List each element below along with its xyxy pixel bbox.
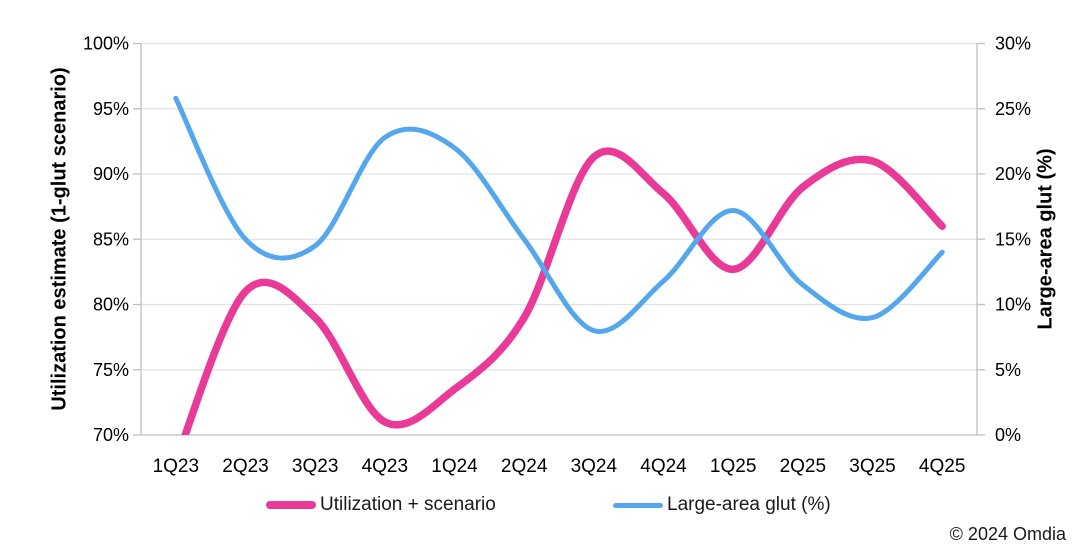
- x-axis-label: 3Q23: [292, 456, 338, 477]
- left-axis-tick-label: 80%: [93, 295, 129, 315]
- right-axis-title: Large-area glut (%): [1034, 148, 1057, 330]
- left-axis-tick-label: 100%: [83, 34, 129, 54]
- x-axis-label: 1Q25: [710, 456, 756, 477]
- utilization-series-line: [181, 147, 946, 435]
- left-axis-tick-label: 95%: [93, 99, 129, 119]
- x-axis-label: 4Q23: [362, 456, 408, 477]
- glut-series-line: [173, 95, 945, 334]
- x-axis-label: 2Q24: [501, 456, 548, 477]
- left-axis-tick-label: 85%: [93, 229, 129, 249]
- right-axis-tick-label: 20%: [995, 164, 1031, 184]
- x-axis-label: 2Q25: [780, 456, 826, 477]
- left-axis-title: Utilization estimate (1-glut scenario): [48, 67, 71, 411]
- utilization-legend-marker-line: [266, 501, 316, 509]
- x-axis-label: 4Q24: [640, 456, 687, 477]
- x-axis-label: 3Q25: [849, 456, 895, 477]
- x-axis-label: 3Q24: [571, 456, 618, 477]
- right-axis-tick-label: 15%: [995, 229, 1031, 249]
- glut-legend-marker-line: [613, 502, 663, 508]
- legend-item-glut: Large-area glut (%): [613, 493, 831, 517]
- x-axis-label: 2Q23: [222, 456, 268, 477]
- x-axis-label: 1Q23: [153, 456, 199, 477]
- right-axis-tick-label: 25%: [995, 99, 1031, 119]
- glut-legend-label: Large-area glut (%): [667, 494, 831, 515]
- right-axis-tick-label: 0%: [995, 425, 1021, 445]
- utilization-legend-label: Utilization + scenario: [320, 494, 496, 515]
- x-axis-label: 1Q24: [431, 456, 478, 477]
- right-axis-tick-label: 30%: [995, 34, 1031, 54]
- left-axis-tick-label: 90%: [93, 164, 129, 184]
- x-axis-label: 4Q25: [919, 456, 965, 477]
- left-axis-tick-label: 75%: [93, 360, 129, 380]
- right-axis-tick-label: 5%: [995, 360, 1021, 380]
- copyright-notice: © 2024 Omdia: [949, 524, 1066, 544]
- right-axis-tick-label: 10%: [995, 295, 1031, 315]
- legend-item-utilization: Utilization + scenario: [266, 493, 496, 517]
- left-axis-tick-label: 70%: [93, 425, 129, 445]
